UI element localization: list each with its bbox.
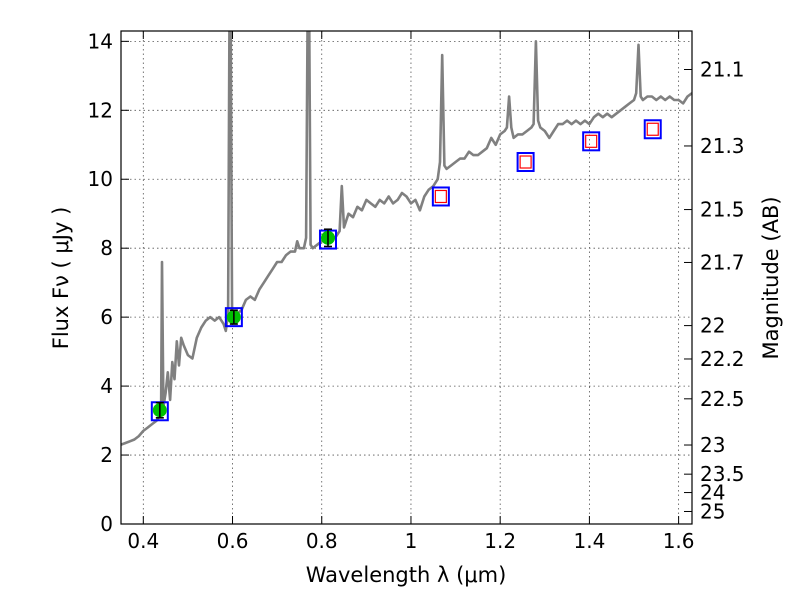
mag-tick-label: 22: [700, 314, 725, 338]
model-spectrum-line: [121, 31, 692, 446]
plot-frame: [120, 30, 693, 525]
x-tick-label: 0.4: [127, 529, 159, 553]
x-tick-label: 0.8: [306, 529, 338, 553]
model-spectrum-layer: [121, 31, 692, 446]
right-axis-label: Magnitude (AB): [759, 196, 783, 359]
model-photometry-box: [516, 152, 535, 173]
y-tick-label: 6: [100, 305, 113, 329]
mag-tick-label: 25: [700, 499, 725, 523]
y-tick-label: 12: [88, 98, 113, 122]
model-photometry-box: [224, 307, 243, 328]
y-tick-label: 8: [100, 236, 113, 260]
photometry-markers: [150, 119, 662, 422]
x-tick-label: 0.6: [217, 529, 249, 553]
model-photometry-box: [582, 131, 601, 152]
model-photometry-box: [643, 119, 662, 140]
x-tick-label: 1: [405, 529, 418, 553]
mag-tick-label: 21.7: [700, 250, 745, 274]
axis-ticks: 0.4 0.6 0.8 1 1.2 1.4 1.60246810121421.121.321…: [88, 29, 745, 553]
y-tick-label: 2: [100, 443, 113, 467]
x-tick-label: 1.4: [573, 529, 605, 553]
mag-tick-label: 24: [700, 481, 725, 505]
y-axis-label: Flux Fν ( μJy ): [49, 207, 73, 350]
model-photometry-box: [431, 186, 450, 207]
y-tick-label: 14: [88, 29, 113, 53]
x-tick-label: 1.6: [663, 529, 695, 553]
y-tick-label: 10: [88, 167, 113, 191]
nondetection-marker: [585, 134, 598, 148]
mag-tick-label: 23: [700, 433, 725, 457]
y-tick-label: 0: [100, 512, 113, 536]
x-axis-label: Wavelength λ (μm): [306, 563, 507, 587]
nondetection-marker: [646, 122, 659, 136]
y-tick-label: 4: [100, 374, 113, 398]
mag-tick-label: 21.5: [700, 198, 745, 222]
mag-tick-label: 23.5: [700, 462, 745, 486]
grid-lines: [121, 31, 692, 525]
mag-tick-label: 21.3: [700, 134, 745, 158]
mag-tick-label: 22.2: [700, 347, 745, 371]
nondetection-marker: [519, 155, 532, 169]
x-tick-label: 1.2: [484, 529, 516, 553]
mag-tick-label: 21.1: [700, 57, 745, 81]
nondetection-marker: [434, 189, 447, 204]
mag-tick-label: 22.5: [700, 387, 745, 411]
